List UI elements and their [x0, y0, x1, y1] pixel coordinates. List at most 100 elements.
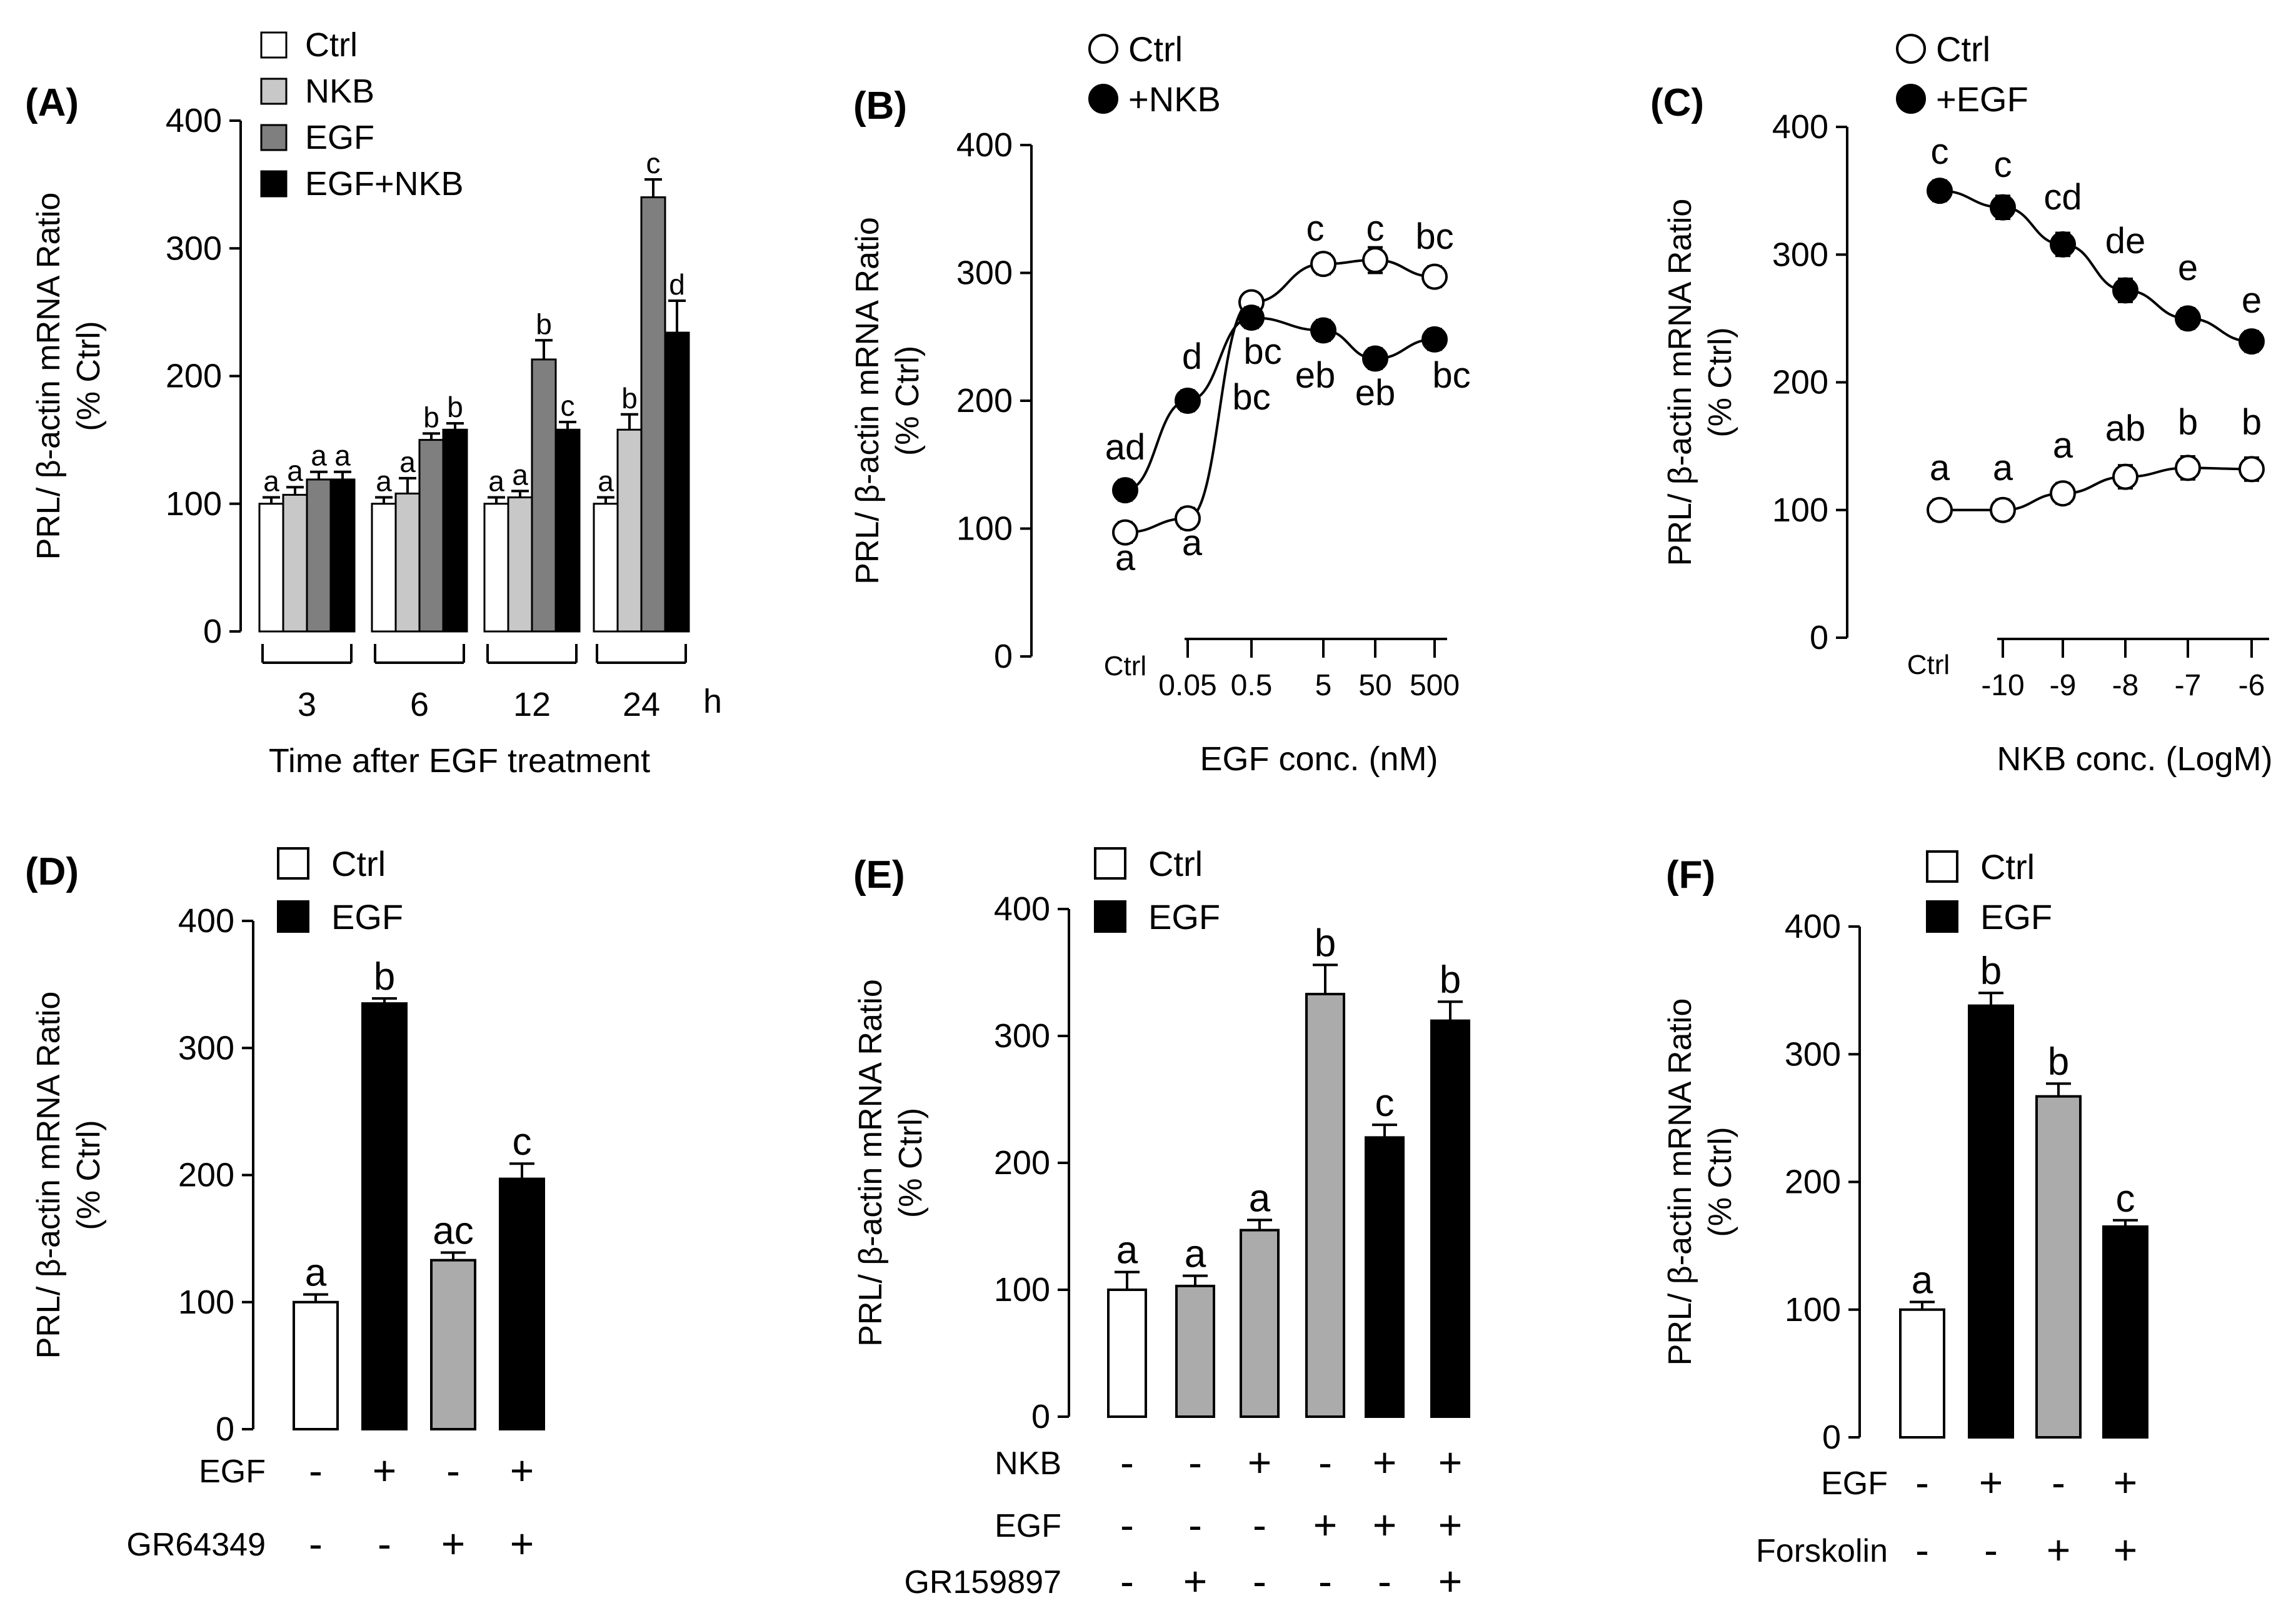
significance-letter: a — [1115, 538, 1136, 578]
bar — [2035, 1095, 2082, 1439]
significance-letter: a — [311, 440, 327, 472]
y-tick-label: 300 — [956, 254, 1013, 292]
y-tick-label: 200 — [166, 358, 222, 395]
significance-letter: b — [2048, 1040, 2069, 1083]
x-category-label: 3 — [298, 686, 316, 723]
significance-letter: c — [1994, 144, 2012, 185]
treatment-sign: + — [510, 1520, 534, 1567]
y-tick-label: 200 — [994, 1144, 1050, 1182]
bar — [361, 1002, 408, 1431]
data-point — [1990, 194, 2016, 221]
legend-swatch — [1926, 900, 1958, 933]
legend-marker — [1088, 34, 1118, 64]
treatment-sign: + — [1438, 1558, 1463, 1604]
significance-letter: eb — [1295, 355, 1336, 396]
treatment-sign: + — [1438, 1439, 1463, 1485]
treatment-sign: - — [1915, 1527, 1929, 1573]
legend-label: +EGF — [1936, 79, 2028, 119]
x-axis-title: Time after EGF treatment — [269, 742, 650, 780]
data-point — [1990, 496, 2016, 523]
treatment-sign: + — [1373, 1502, 1397, 1548]
x-tick-label: 500 — [1410, 669, 1460, 702]
bar — [371, 503, 397, 633]
bar — [1240, 1229, 1280, 1418]
treatment-label: NKB — [995, 1445, 1061, 1482]
significance-letter: b — [1440, 958, 1461, 1002]
significance-letter: b — [621, 382, 638, 415]
treatment-sign: + — [1438, 1502, 1463, 1548]
y-tick-label: 100 — [166, 485, 222, 523]
panel-label: (C) — [1650, 81, 1704, 124]
significance-letter: d — [669, 268, 685, 301]
x-tick-label: -10 — [1981, 669, 2024, 702]
panel-a: (A) PRL/ β-actin mRNA Ratio (% Ctrl) 0 100 20… — [25, 26, 722, 780]
bar — [499, 1177, 545, 1431]
panel-e: (E) PRL/ β-actin mRNA Ratio (% Ctrl) 0 100 20… — [853, 844, 1470, 1604]
data-point — [1310, 251, 1336, 278]
data-point — [1927, 496, 1953, 523]
x-tick-label: 5 — [1315, 669, 1332, 702]
significance-letter: a — [2053, 425, 2073, 466]
y-tick-label: 0 — [1810, 619, 1828, 656]
treatment-sign: - — [1253, 1558, 1266, 1604]
significance-letter: a — [512, 458, 528, 491]
bar — [329, 478, 356, 633]
significance-letter: ad — [1105, 427, 1146, 468]
bar — [664, 331, 690, 633]
treatment-sign: - — [1984, 1527, 1998, 1573]
treatment-sign: + — [2113, 1459, 2138, 1505]
series-line — [1939, 189, 2252, 343]
significance-letter: b — [447, 391, 463, 423]
y-axis-title: PRL/ β-actin mRNA Ratio — [31, 992, 67, 1359]
y-tick-label: 400 — [166, 102, 222, 139]
legend-swatch — [260, 31, 288, 59]
treatment-sign: - — [1188, 1502, 1202, 1548]
legend-label: +NKB — [1128, 79, 1221, 119]
significance-letter: cd — [2043, 177, 2082, 218]
y-tick-label: 100 — [178, 1284, 234, 1321]
x-unit-label: h — [703, 683, 722, 720]
bar — [418, 439, 444, 633]
panel-d: (D) PRL/ β-actin mRNA Ratio (% Ctrl) 0 100 20… — [25, 844, 545, 1567]
x-tick-label: Ctrl — [1104, 651, 1146, 681]
bar — [1899, 1308, 1945, 1439]
legend-label: Ctrl — [1980, 847, 2035, 887]
treatment-sign: - — [1318, 1558, 1332, 1604]
data-point — [1362, 345, 1388, 372]
bar — [282, 493, 308, 633]
treatment-sign: + — [373, 1447, 397, 1494]
significance-letter: c — [513, 1120, 532, 1163]
significance-letter: c — [1931, 131, 1949, 172]
significance-letter: c — [2116, 1177, 2135, 1220]
data-point — [2175, 305, 2201, 332]
y-tick-label: 0 — [1031, 1398, 1050, 1435]
treatment-sign: + — [510, 1447, 534, 1494]
legend-marker — [1088, 84, 1118, 114]
x-axis-title: NKB conc. (LogM) — [1997, 740, 2272, 778]
panel-c: (C) PRL/ β-actin mRNA Ratio (% Ctrl) 0 100 20… — [1650, 29, 2273, 778]
y-tick-label: 200 — [956, 382, 1013, 420]
series-line — [1940, 466, 2252, 511]
panel-f: (F) PRL/ β-actin mRNA Ratio (% Ctrl) 0 100 20… — [1662, 847, 2148, 1573]
panel-label: (F) — [1666, 853, 1715, 897]
y-tick-label: 0 — [994, 638, 1013, 675]
y-tick-label: 300 — [1772, 236, 1828, 273]
treatment-label: EGF — [199, 1454, 266, 1490]
panel-label: (E) — [853, 853, 905, 897]
significance-letter: c — [561, 389, 575, 422]
legend-swatch — [277, 847, 309, 880]
significance-letter: a — [1182, 523, 1203, 563]
y-axis-title: PRL/ β-actin mRNA Ratio — [1662, 199, 1698, 566]
significance-letter: a — [1249, 1177, 1271, 1220]
significance-letter: e — [2242, 280, 2262, 321]
y-tick-label: 0 — [1822, 1419, 1841, 1456]
legend-label: Ctrl — [1128, 29, 1183, 69]
legend-label: Ctrl — [1936, 29, 1990, 69]
treatment-sign: - — [2052, 1459, 2065, 1505]
x-category-label: 6 — [410, 686, 429, 723]
significance-letter: c — [1306, 208, 1325, 249]
data-point — [1112, 519, 1138, 546]
data-point — [2238, 328, 2265, 355]
significance-letter: a — [1930, 448, 1950, 488]
